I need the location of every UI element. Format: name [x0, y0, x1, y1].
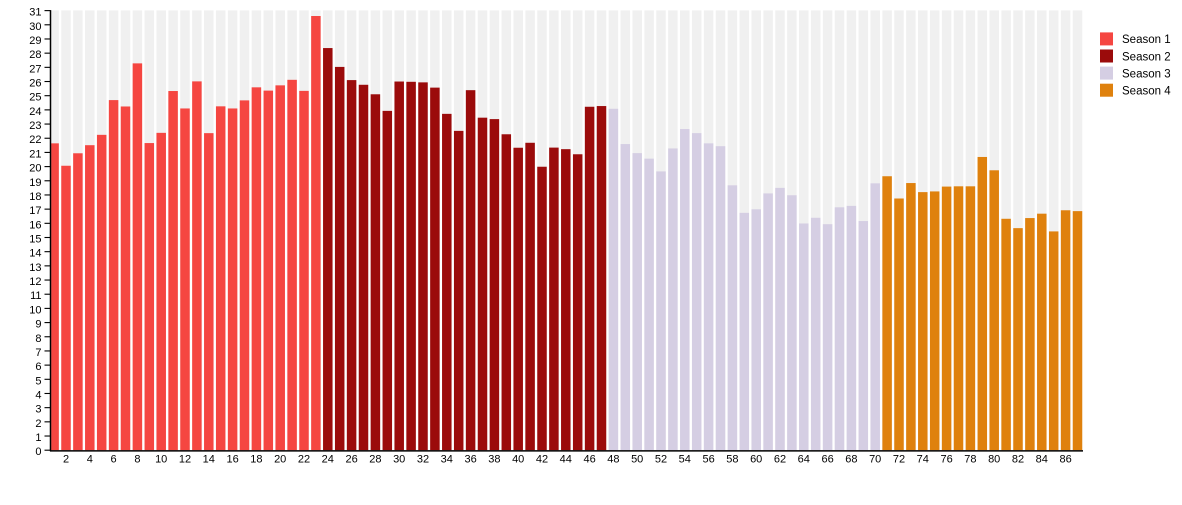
svg-text:8: 8 — [35, 333, 41, 345]
svg-text:Season 3: Season 3 — [1122, 68, 1171, 80]
svg-text:6: 6 — [111, 454, 117, 466]
svg-text:68: 68 — [845, 454, 857, 466]
svg-text:21: 21 — [29, 148, 41, 160]
svg-text:0: 0 — [35, 446, 41, 458]
svg-text:22: 22 — [29, 134, 41, 146]
svg-text:Season 2: Season 2 — [1122, 51, 1171, 63]
svg-text:40: 40 — [512, 454, 524, 466]
svg-text:11: 11 — [30, 290, 41, 302]
svg-text:12: 12 — [29, 276, 41, 288]
svg-text:58: 58 — [726, 454, 738, 466]
svg-text:42: 42 — [536, 454, 548, 466]
svg-text:64: 64 — [798, 454, 810, 466]
svg-text:34: 34 — [441, 454, 453, 466]
svg-text:5: 5 — [35, 375, 41, 387]
svg-text:14: 14 — [203, 454, 215, 466]
svg-text:46: 46 — [583, 454, 595, 466]
svg-text:22: 22 — [298, 454, 310, 466]
svg-text:60: 60 — [750, 454, 762, 466]
svg-text:3: 3 — [35, 404, 41, 416]
svg-text:19: 19 — [29, 177, 41, 189]
svg-text:26: 26 — [29, 78, 41, 90]
svg-text:28: 28 — [29, 49, 41, 61]
svg-text:18: 18 — [250, 454, 262, 466]
svg-text:72: 72 — [893, 454, 905, 466]
svg-text:10: 10 — [29, 304, 41, 316]
svg-text:78: 78 — [964, 454, 976, 466]
svg-text:66: 66 — [821, 454, 833, 466]
svg-text:7: 7 — [35, 347, 41, 359]
svg-text:8: 8 — [134, 454, 140, 466]
svg-text:17: 17 — [29, 205, 41, 217]
svg-text:24: 24 — [322, 454, 334, 466]
svg-text:13: 13 — [29, 262, 41, 274]
svg-text:30: 30 — [393, 454, 405, 466]
svg-text:86: 86 — [1059, 454, 1071, 466]
svg-text:20: 20 — [29, 163, 41, 175]
svg-text:36: 36 — [464, 454, 476, 466]
svg-text:70: 70 — [869, 454, 881, 466]
svg-text:48: 48 — [607, 454, 619, 466]
svg-text:52: 52 — [655, 454, 667, 466]
svg-text:80: 80 — [988, 454, 1000, 466]
svg-text:82: 82 — [1012, 454, 1024, 466]
svg-text:6: 6 — [35, 361, 41, 373]
svg-text:12: 12 — [179, 454, 191, 466]
svg-text:2: 2 — [35, 418, 41, 430]
svg-text:16: 16 — [29, 219, 41, 231]
svg-text:15: 15 — [29, 234, 41, 246]
svg-text:1: 1 — [35, 432, 41, 444]
svg-text:4: 4 — [87, 454, 93, 466]
svg-text:Season 1: Season 1 — [1122, 34, 1171, 46]
svg-text:25: 25 — [29, 92, 41, 104]
svg-text:2: 2 — [63, 454, 69, 466]
svg-text:28: 28 — [369, 454, 381, 466]
svg-text:32: 32 — [417, 454, 429, 466]
svg-text:26: 26 — [345, 454, 357, 466]
svg-text:14: 14 — [29, 248, 41, 260]
svg-text:54: 54 — [679, 454, 691, 466]
svg-text:24: 24 — [29, 106, 41, 118]
svg-text:27: 27 — [29, 63, 41, 75]
svg-text:23: 23 — [29, 120, 41, 132]
svg-text:84: 84 — [1036, 454, 1048, 466]
svg-text:30: 30 — [29, 21, 41, 33]
svg-text:31: 31 — [29, 7, 41, 19]
svg-text:29: 29 — [29, 35, 41, 47]
svg-text:Season 4: Season 4 — [1122, 86, 1171, 98]
svg-text:74: 74 — [917, 454, 929, 466]
svg-text:44: 44 — [560, 454, 572, 466]
svg-text:20: 20 — [274, 454, 286, 466]
svg-text:9: 9 — [35, 319, 41, 331]
svg-text:10: 10 — [155, 454, 167, 466]
svg-text:16: 16 — [226, 454, 238, 466]
svg-text:62: 62 — [774, 454, 786, 466]
svg-text:18: 18 — [29, 191, 41, 203]
svg-text:4: 4 — [35, 389, 41, 401]
svg-text:76: 76 — [940, 454, 952, 466]
svg-text:50: 50 — [631, 454, 643, 466]
svg-text:38: 38 — [488, 454, 500, 466]
svg-text:56: 56 — [702, 454, 714, 466]
